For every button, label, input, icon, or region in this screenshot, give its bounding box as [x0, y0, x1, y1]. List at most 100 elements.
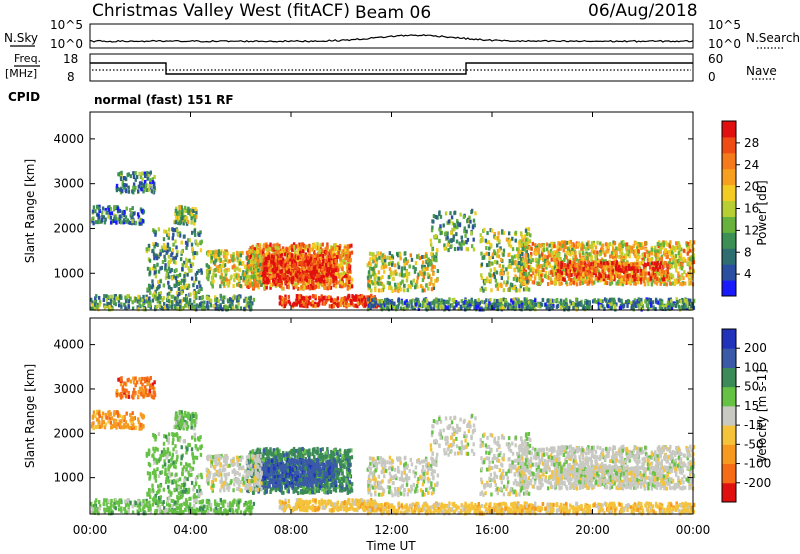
power-echo	[374, 264, 377, 269]
power-echo	[153, 270, 157, 275]
power-echo	[493, 249, 496, 254]
power-echo	[649, 276, 653, 281]
power-echo	[638, 274, 642, 279]
power-echo	[140, 181, 144, 186]
power-echo	[560, 261, 563, 266]
power-echo	[525, 242, 528, 247]
power-echo	[426, 266, 429, 271]
power-echo	[457, 246, 460, 251]
power-echo	[530, 251, 533, 256]
power-echo	[590, 266, 593, 271]
power-echo	[371, 281, 375, 286]
power-echo	[267, 251, 271, 256]
power-echo	[507, 287, 510, 292]
power-echo	[423, 303, 426, 308]
power-echo	[432, 214, 436, 219]
power-echo	[287, 294, 291, 299]
power-echo	[148, 258, 152, 263]
power-echo	[299, 246, 302, 251]
power-echo	[607, 244, 611, 249]
power-echo	[218, 268, 222, 273]
power-echo	[180, 212, 184, 217]
power-echo	[260, 276, 263, 281]
power-echo	[671, 245, 675, 250]
power-echo	[520, 307, 523, 312]
power-echo	[531, 241, 535, 246]
power-echo	[336, 302, 339, 307]
power-echo	[312, 276, 315, 281]
power-echo	[128, 220, 132, 225]
power-echo	[675, 297, 678, 302]
power-echo	[336, 266, 339, 271]
power-echo	[539, 281, 542, 286]
power-echo	[567, 276, 571, 281]
power-echo	[479, 287, 482, 292]
power-echo	[398, 285, 401, 290]
power-echo	[473, 223, 476, 228]
power-echo	[626, 273, 629, 278]
power-echo	[160, 245, 164, 250]
power-echo	[235, 272, 239, 277]
power-echo	[590, 305, 593, 310]
power-echo	[451, 227, 454, 232]
power-echo	[536, 266, 539, 271]
power-echo	[310, 302, 313, 307]
power-echo	[288, 261, 292, 266]
power-echo	[663, 263, 666, 268]
power-echo	[550, 267, 554, 272]
power-echo	[542, 263, 546, 268]
power-echo	[566, 263, 569, 268]
power-echo	[309, 263, 313, 268]
power-echo	[683, 270, 686, 275]
power-echo	[334, 267, 338, 272]
power-echo	[253, 274, 257, 279]
power-echo	[187, 266, 190, 271]
power-echo	[288, 278, 292, 283]
power-echo	[607, 274, 610, 279]
power-echo	[314, 263, 318, 268]
power-echo	[486, 231, 489, 236]
power-echo	[510, 298, 513, 303]
power-echo	[254, 283, 257, 288]
power-echo	[605, 244, 608, 249]
power-echo	[168, 259, 172, 264]
power-echo	[302, 274, 305, 279]
power-echo	[278, 295, 282, 300]
power-echo	[320, 268, 323, 273]
power-echo	[615, 281, 618, 286]
power-echo	[448, 297, 451, 302]
power-echo	[130, 216, 133, 221]
power-echo	[502, 264, 505, 269]
power-echo	[677, 274, 680, 279]
freq-tick-top: 18	[63, 52, 78, 66]
nave-tick-bottom: 0	[708, 70, 716, 84]
power-echo	[554, 268, 558, 273]
power-echo	[659, 271, 662, 276]
power-echo	[665, 282, 668, 287]
power-echo	[642, 278, 646, 283]
power-echo	[560, 265, 563, 270]
power-echo	[541, 278, 544, 283]
power-echo	[622, 265, 625, 270]
power-echo	[154, 242, 158, 247]
power-echo	[511, 306, 514, 311]
power-echo	[393, 263, 397, 268]
power-echo	[153, 229, 156, 234]
power-echo	[198, 289, 201, 294]
power-echo	[241, 250, 244, 255]
power-echo	[328, 251, 331, 256]
power-echo	[316, 303, 320, 308]
power-echo	[180, 291, 183, 296]
power-echo	[269, 242, 272, 247]
power-echo	[323, 271, 326, 276]
power-echo	[459, 245, 462, 250]
power-echo	[558, 282, 562, 287]
power-echo	[148, 183, 151, 188]
power-echo	[167, 275, 171, 280]
power-echo	[480, 262, 484, 267]
power-echo	[280, 260, 283, 265]
power-echo	[592, 242, 596, 247]
power-echo	[647, 282, 650, 287]
power-echo	[634, 269, 638, 274]
power-echo	[194, 272, 198, 277]
